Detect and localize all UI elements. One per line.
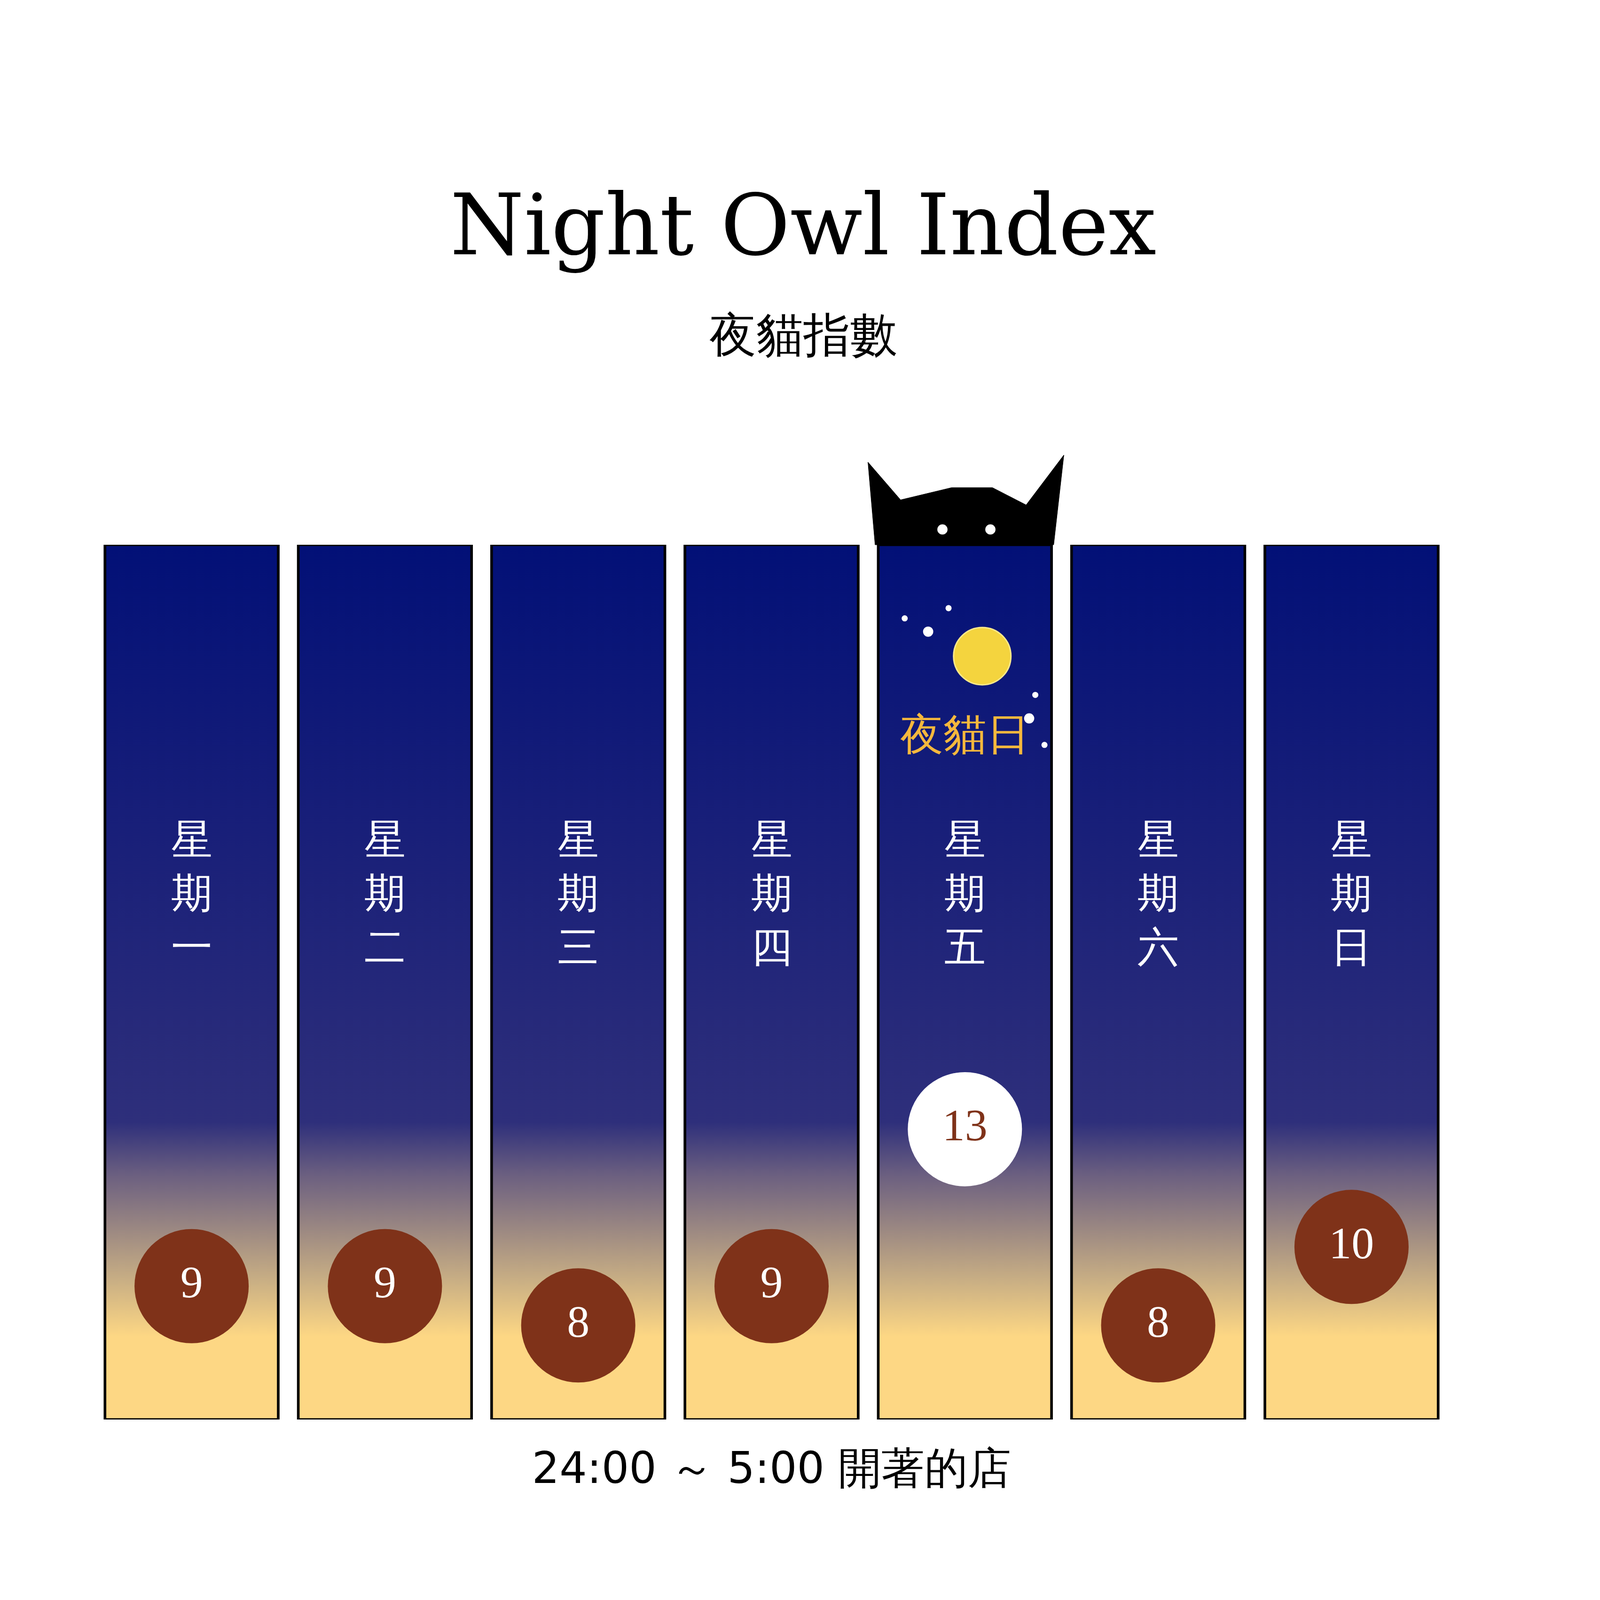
- svg-text:星期二: 星期二: [364, 815, 406, 972]
- svg-text:9: 9: [180, 1256, 204, 1308]
- svg-text:13: 13: [942, 1099, 988, 1151]
- svg-text:9: 9: [760, 1256, 784, 1308]
- svg-text:星期一: 星期一: [171, 815, 213, 972]
- svg-text:星期四: 星期四: [751, 815, 793, 972]
- svg-text:Night Owl Index: Night Owl Index: [450, 175, 1157, 275]
- svg-text:星期三: 星期三: [557, 815, 599, 972]
- svg-text:夜貓指數: 夜貓指數: [709, 307, 898, 363]
- svg-text:8: 8: [566, 1296, 590, 1347]
- svg-text:夜貓日: 夜貓日: [900, 709, 1030, 760]
- svg-text:24:00 ～ 5:00 開著的店: 24:00 ～ 5:00 開著的店: [532, 1443, 1012, 1494]
- svg-text:星期日: 星期日: [1330, 815, 1373, 972]
- svg-text:星期五: 星期五: [944, 815, 986, 972]
- svg-text:10: 10: [1328, 1217, 1374, 1269]
- svg-text:9: 9: [373, 1256, 397, 1308]
- svg-text:星期六: 星期六: [1137, 815, 1179, 972]
- svg-text:8: 8: [1146, 1296, 1170, 1347]
